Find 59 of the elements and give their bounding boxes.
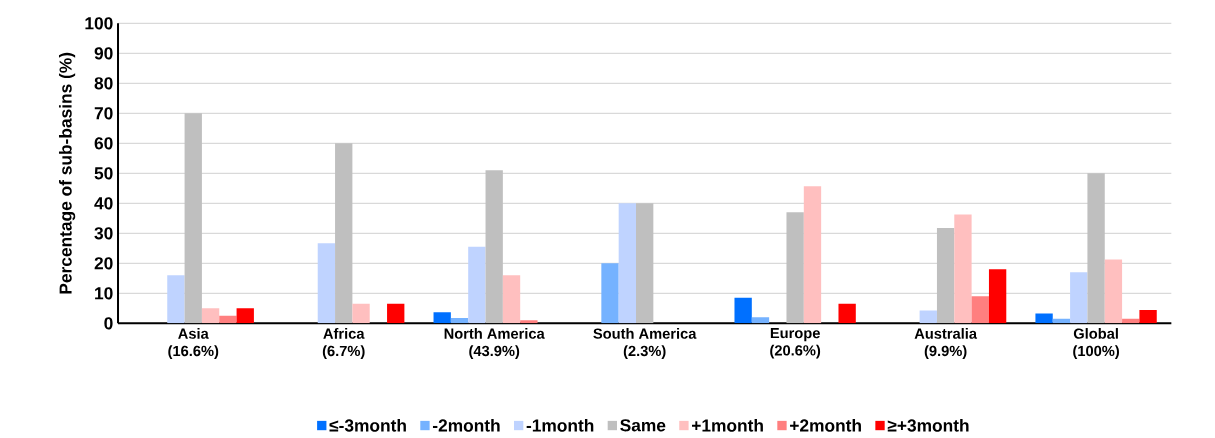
bar <box>502 275 521 324</box>
x-tick-label: North America (43.9%) <box>444 328 545 360</box>
legend-label: -1month <box>526 418 594 432</box>
x-tick-label: Australia (9.9%) <box>914 328 978 360</box>
legend-label: +2month <box>790 418 861 432</box>
bar <box>786 212 804 324</box>
bar <box>450 317 469 324</box>
y-tick-label: 40 <box>94 197 113 210</box>
bar <box>751 317 770 324</box>
bar <box>734 297 752 324</box>
x-tick-label: Africa (6.7%) <box>322 328 365 360</box>
bar <box>636 203 654 324</box>
bar <box>936 227 955 324</box>
bar <box>236 308 254 324</box>
bar <box>335 143 353 324</box>
bar <box>167 275 185 324</box>
bar <box>1087 173 1105 324</box>
y-axis-title: Percentage of sub-basins (%) <box>58 52 76 294</box>
bar <box>485 170 503 324</box>
bar <box>352 303 370 324</box>
legend-label: +1month <box>692 418 763 432</box>
y-tick-label: 20 <box>94 257 113 270</box>
y-tick-label: 70 <box>94 107 113 120</box>
y-tick-label: 10 <box>95 287 113 300</box>
bar <box>520 320 538 324</box>
bar <box>387 303 405 324</box>
y-tick-label: 90 <box>94 47 113 60</box>
bar <box>1139 310 1157 324</box>
legend-label: ≤-3month <box>329 418 406 432</box>
bar <box>219 315 237 324</box>
x-tick-label: Global (100%) <box>1073 328 1119 360</box>
y-tick-label: 0 <box>104 317 113 330</box>
legend-label: -2month <box>432 418 500 432</box>
bar <box>601 263 619 324</box>
bar <box>184 113 202 324</box>
bar <box>838 303 856 324</box>
bar <box>919 310 937 324</box>
bar <box>201 308 220 324</box>
legend-label: Same <box>620 419 666 432</box>
bar <box>1070 272 1088 324</box>
bar <box>317 243 336 324</box>
x-tick-label: South America (2.3%) <box>593 328 697 360</box>
y-tick-label: 80 <box>94 77 113 90</box>
bar <box>803 186 822 324</box>
bar <box>468 246 486 324</box>
legend-label: ≥+3month <box>887 418 969 432</box>
bar <box>1035 313 1053 324</box>
y-tick-label: 50 <box>94 167 113 180</box>
bar <box>971 296 989 324</box>
y-tick-label: 100 <box>85 17 113 30</box>
x-tick-label: Europe (20.6%) <box>770 328 821 359</box>
bar <box>988 269 1007 324</box>
y-tick-label: 30 <box>94 227 113 240</box>
bar <box>433 312 451 324</box>
x-tick-label: Asia (16.6%) <box>168 328 219 360</box>
y-tick-label: 60 <box>94 137 113 150</box>
bar <box>954 214 972 324</box>
bar <box>1104 259 1123 324</box>
bar <box>618 203 636 324</box>
